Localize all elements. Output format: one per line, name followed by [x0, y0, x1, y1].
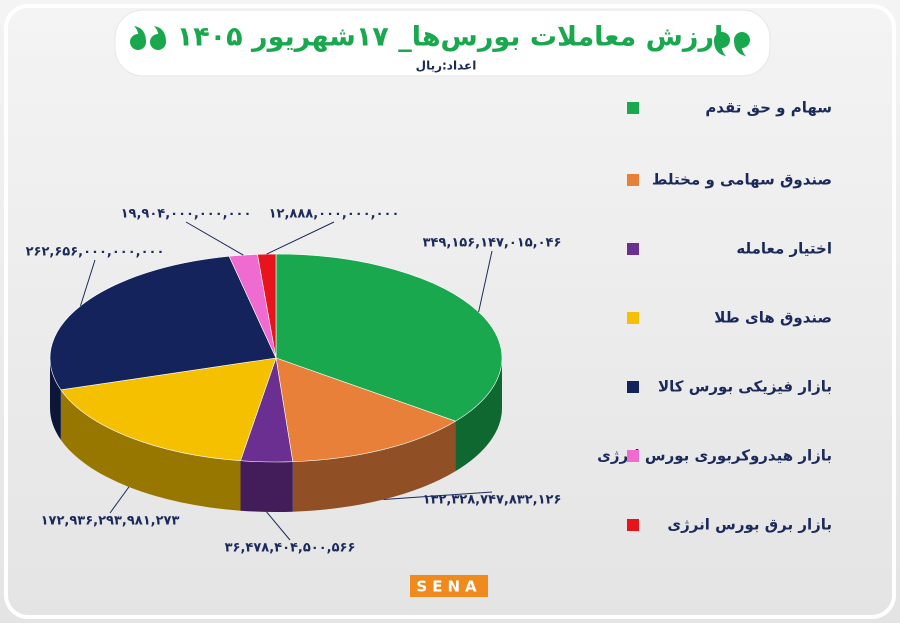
leader-line: [109, 486, 130, 514]
legend-swatch: [627, 381, 639, 393]
legend-swatch: [627, 519, 639, 531]
slice: [60, 357, 277, 462]
frame: [4, 4, 896, 619]
title-box: [114, 9, 771, 77]
slice-side: [60, 389, 241, 511]
slice-side: [455, 358, 502, 472]
legend-swatch: [627, 174, 639, 186]
pie-tops: [49, 253, 503, 463]
leader-line: [79, 259, 96, 306]
data-label: ۳۴۹,۱۵۶,۱۴۷,۰۱۵,۰۴۶: [423, 236, 562, 251]
leader-line: [266, 221, 335, 255]
slice-side: [292, 421, 456, 512]
legend-label: اختیار معامله: [736, 240, 832, 258]
legend-swatch: [627, 450, 639, 462]
legend-label: صندوق سهامی و مختلط: [652, 171, 832, 189]
pie-sides: [50, 358, 502, 512]
quote-left: [130, 26, 166, 50]
chart-title: ارزش معاملات بورس‌ها_ ۱۷شهریور ۱۴۰۵: [177, 22, 724, 53]
legend-label: بازار برق بورس انرژی: [667, 516, 832, 534]
slice-side: [50, 358, 61, 440]
leader-line: [185, 221, 244, 256]
data-label: ۱۳۲,۳۲۸,۷۴۷,۸۳۲,۱۲۶: [423, 493, 562, 508]
chart-subtitle: اعداد:ریال: [416, 59, 477, 73]
data-label: ۱۲,۸۸۸,۰۰۰,۰۰۰,۰۰۰: [269, 207, 400, 222]
leader-line: [383, 491, 493, 500]
slice: [275, 357, 457, 463]
slice-side: [240, 460, 293, 512]
leader-line: [478, 250, 493, 313]
slice: [275, 253, 503, 422]
data-label: ۳۶,۴۷۸,۴۰۴,۵۰۰,۵۶۶: [225, 541, 356, 556]
leader-line: [266, 511, 291, 541]
legend-swatch: [627, 102, 639, 114]
logo: SENA: [416, 578, 481, 596]
legend-swatch: [627, 243, 639, 255]
legend-label: سهام و حق تقدم: [705, 99, 832, 117]
quote-right: [714, 32, 750, 56]
legend-swatch: [627, 312, 639, 324]
data-label: ۲۶۲,۶۵۶,۰۰۰,۰۰۰,۰۰۰: [26, 245, 165, 260]
logo-box: [410, 575, 488, 597]
legend-label: صندوق های طلا: [714, 309, 832, 327]
legend-label: بازار فیزیکی بورس کالا: [658, 378, 832, 396]
legend-label: بازار هیدروکربوری بورس انرژی: [597, 447, 832, 465]
data-label: ۱۹,۹۰۴,۰۰۰,۰۰۰,۰۰۰: [121, 207, 252, 222]
data-label: ۱۷۲,۹۳۶,۲۹۳,۹۸۱,۲۷۳: [41, 514, 180, 529]
